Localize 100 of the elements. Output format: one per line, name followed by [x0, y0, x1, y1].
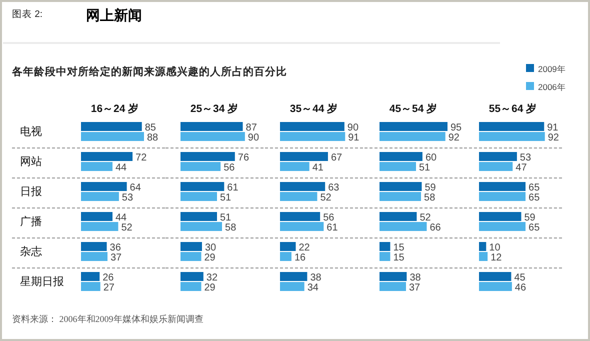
bar	[380, 272, 407, 281]
data-label: 37	[110, 252, 122, 264]
bar	[380, 132, 446, 141]
bar	[479, 282, 512, 291]
bar	[479, 132, 545, 141]
bar	[81, 272, 100, 281]
data-label: 16	[294, 252, 306, 264]
bar	[479, 222, 526, 231]
bar	[180, 132, 245, 141]
data-label: 15	[393, 252, 405, 264]
data-label: 51	[220, 192, 232, 204]
bar	[479, 182, 526, 191]
data-label: 92	[548, 132, 560, 144]
data-label: 66	[430, 222, 442, 234]
bar	[479, 152, 517, 161]
data-label: 85	[144, 122, 156, 134]
data-label: 46	[514, 282, 526, 294]
data-label: 61	[227, 182, 239, 194]
data-label: 10	[489, 242, 501, 254]
data-label: 32	[206, 272, 218, 284]
y-tick-label: 广播	[20, 215, 42, 228]
legend-label: 2006年	[538, 82, 566, 92]
bar	[479, 192, 526, 201]
bar	[81, 122, 142, 131]
y-tick-label: 日报	[20, 186, 42, 198]
bar	[380, 122, 448, 131]
data-label: 47	[516, 162, 528, 174]
data-label: 65	[528, 182, 540, 194]
bar	[180, 272, 204, 281]
bar	[180, 182, 224, 191]
data-label: 56	[224, 162, 236, 174]
data-label: 61	[326, 222, 338, 234]
bar	[280, 162, 310, 171]
bar	[479, 242, 486, 251]
data-label: 52	[420, 212, 432, 224]
bar	[180, 192, 218, 201]
data-label: 38	[310, 272, 322, 284]
bar	[81, 252, 108, 261]
data-label: 34	[307, 282, 319, 294]
data-label: 65	[528, 222, 540, 234]
data-label: 59	[524, 212, 536, 224]
data-label: 90	[248, 132, 260, 144]
data-label: 51	[220, 212, 232, 224]
text: 图表 2:	[12, 8, 43, 20]
data-label: 65	[528, 192, 540, 204]
data-label: 52	[320, 192, 332, 204]
data-label: 27	[103, 282, 115, 294]
data-label: 44	[115, 162, 128, 174]
data-label: 36	[110, 242, 122, 254]
bar	[180, 212, 218, 221]
data-label: 95	[450, 122, 462, 134]
data-label: 58	[225, 222, 237, 234]
bar	[81, 192, 119, 201]
bar	[81, 242, 107, 251]
chart-title: 55～64 岁	[488, 102, 538, 115]
bar	[81, 152, 133, 161]
y-tick-label: 杂志	[20, 245, 42, 258]
bar	[280, 122, 344, 131]
bar	[280, 152, 328, 161]
bar	[280, 282, 304, 291]
data-label: 53	[122, 192, 134, 204]
chart-title: 25～34 岁	[190, 102, 239, 115]
bar	[81, 282, 100, 291]
data-label: 56	[323, 212, 335, 224]
bar	[380, 222, 427, 231]
bar	[380, 212, 417, 221]
bar	[380, 252, 390, 261]
data-label: 91	[348, 132, 360, 144]
bar	[380, 152, 422, 161]
text: 资料来源： 2006年和2009年媒体和娱乐新闻调查	[12, 314, 204, 324]
chart-title: 16～24 岁	[90, 102, 140, 115]
data-label: 37	[408, 282, 421, 294]
bar	[280, 272, 308, 281]
bar	[280, 252, 292, 261]
bar	[180, 152, 235, 161]
bar	[280, 182, 326, 191]
data-label: 88	[146, 132, 159, 144]
bar	[81, 222, 118, 231]
data-label: 90	[347, 122, 359, 134]
bar	[81, 182, 127, 191]
bar	[280, 212, 320, 221]
data-label: 58	[424, 192, 436, 204]
bar	[479, 272, 512, 281]
text: 各年龄段中对所给定的新闻来源感兴趣的人所占的百分比	[11, 65, 287, 78]
data-label: 59	[424, 182, 436, 194]
data-label: 87	[246, 122, 258, 134]
data-label: 38	[410, 272, 422, 284]
bar	[81, 132, 144, 141]
data-label: 45	[514, 272, 526, 284]
data-label: 53	[520, 152, 532, 164]
data-label: 72	[136, 152, 148, 164]
data-label: 67	[330, 152, 343, 164]
bar	[479, 162, 513, 171]
data-label: 44	[115, 212, 128, 224]
y-tick-label: 网站	[20, 155, 42, 168]
data-label: 52	[121, 222, 133, 234]
bar	[280, 242, 296, 251]
bar	[380, 282, 406, 291]
bar	[180, 162, 221, 171]
bar	[380, 192, 422, 201]
